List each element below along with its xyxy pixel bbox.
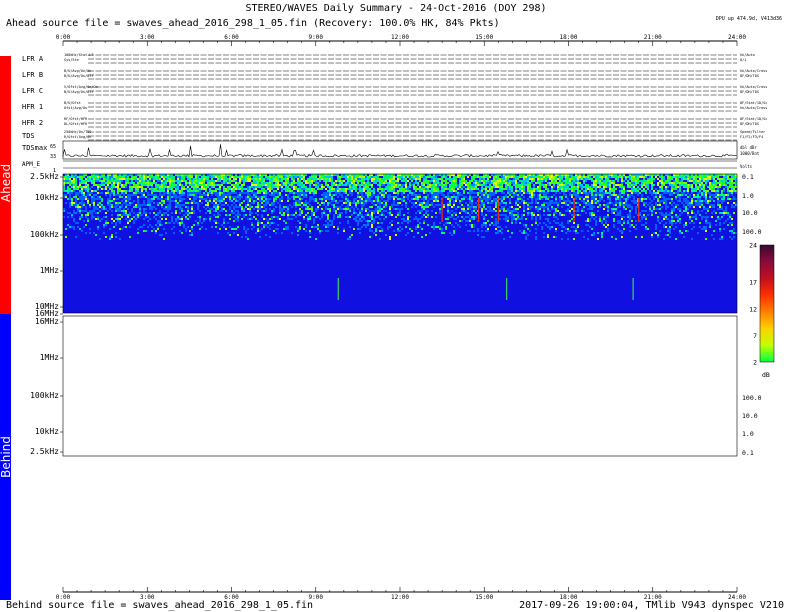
colorbar	[759, 244, 775, 363]
hk-row-left-text2: B/U/Avg/On/Off	[64, 74, 94, 78]
colorbar-tick-label: 7	[753, 332, 757, 340]
hk-row-label: LFR A	[22, 55, 44, 63]
hk-row-left-text: 250kHz/On/TDS	[64, 130, 91, 134]
tdsmax-tick: 33	[50, 154, 56, 160]
hk-row-left-text2: Ofst/Avg/On	[64, 106, 87, 110]
time-tick-label: 12:00	[391, 34, 409, 41]
time-tick-label: 21:00	[644, 34, 662, 41]
hk-row-left-text: V/Ofst/Avg/On/On	[64, 85, 98, 89]
ahead-freq-label: 100kHz	[30, 230, 59, 239]
hk-row-right-text: 8F/Stat/1D/Sc	[740, 117, 767, 121]
hk-row-left-text2: DL/Ofst/HFR	[64, 122, 88, 126]
hk-row-right-text2: hk/Auto/Cross	[740, 106, 767, 110]
tdsmax-right-text: dbl dBr	[740, 145, 757, 150]
behind-freq-label: 2.5kHz	[30, 447, 59, 456]
tdsmax-tick: 65	[50, 144, 56, 150]
behind-right-scale-label: 1.0	[742, 430, 754, 438]
hk-row-right-text: hk/Auto	[740, 53, 755, 57]
ahead-freq-label: 10kHz	[35, 193, 59, 202]
behind-right-scale-label: 10.0	[742, 412, 758, 420]
time-tick-label: 18:00	[559, 34, 577, 41]
time-tick-label: 24:00	[728, 594, 746, 601]
hk-row-right-text2: 8F/DH/TDS	[740, 74, 759, 78]
hk-row-right-text2: F1/F2/F3/F4	[740, 135, 763, 139]
dpu-note: DPU up 474.9d, V413d36	[715, 16, 782, 22]
behind-freq-label: 10kHz	[35, 427, 59, 436]
time-tick-label: 15:00	[475, 34, 493, 41]
ahead-right-scale-label: 1.0	[742, 192, 754, 200]
hk-row-right-text: hk/Auto/Cross	[740, 85, 767, 89]
ahead-spectrogram-frame	[62, 173, 738, 314]
hk-row-label: HFR 1	[22, 103, 43, 111]
colorbar-tick-label: 24	[749, 242, 757, 250]
behind-spectrogram-frame	[62, 315, 738, 457]
colorbar-tick-label: 12	[749, 305, 757, 313]
page-title: STEREO/WAVES Daily Summary - 24-Oct-2016…	[245, 3, 547, 14]
ahead-freq-label: 16MHz	[35, 309, 59, 318]
colorbar-unit: dB	[762, 371, 770, 379]
time-tick-label: 15:00	[475, 594, 493, 601]
ahead-source-text: Ahead source file = swaves_ahead_2016_29…	[6, 18, 500, 29]
hk-row-left-text2: R/Ofst/Avg/On	[64, 135, 91, 139]
ahead-freq-label: 10MHz	[35, 302, 59, 311]
ahead-freq-label: 1MHz	[40, 266, 59, 275]
hk-row-left-text: B/U/Ofst	[64, 101, 81, 105]
time-tick-label: 9:00	[309, 34, 324, 41]
hk-row-right-text: hk/Auto/Cross	[740, 69, 767, 73]
time-tick-label: 18:00	[559, 594, 577, 601]
tdsmax-trace	[62, 144, 737, 158]
tdsmax-right-text2: 1000/Bnt	[740, 151, 760, 156]
hk-row-label: LFR B	[22, 71, 43, 79]
hk-row-left-text2: Sys/Ste	[64, 58, 79, 62]
hk-row-left-text2: B/U/Avg/On/Off	[64, 90, 94, 94]
ahead-right-scale-label: 100.0	[742, 228, 762, 236]
hk-row-left-text: RF/Ofst/HFR	[64, 117, 88, 121]
apm-right-text: Volts	[740, 164, 753, 169]
time-tick-label: 6:00	[224, 34, 239, 41]
time-tick-label: 0:00	[56, 594, 71, 601]
apm-tick: 1	[53, 168, 56, 174]
behind-freq-label: 1MHz	[40, 353, 59, 362]
behind-right-scale-label: 100.0	[742, 394, 762, 402]
footer-timestamp: 2017-09-26 19:00:04, TMlib V943 dynspec …	[519, 600, 784, 611]
time-tick-label: 9:00	[309, 594, 324, 601]
time-tick-label: 0:00	[56, 34, 71, 41]
apm-label: APM_E	[22, 161, 40, 168]
time-tick-label: 24:00	[728, 34, 746, 41]
hk-row-right-text2: 8F/DH/TDS	[740, 90, 759, 94]
behind-freq-label: 16MHz	[35, 317, 59, 326]
behind-right-scale-label: 0.1	[742, 449, 754, 457]
colorbar-tick-label: 2	[753, 359, 757, 367]
hk-row-label: TDS	[22, 132, 35, 140]
ahead-side-bar	[0, 56, 11, 314]
time-tick-label: 12:00	[391, 594, 409, 601]
ahead-freq-label: 2.5kHz	[30, 172, 59, 181]
behind-side-bar	[0, 314, 11, 600]
hk-row-right-text: Speed/Filter	[740, 130, 765, 134]
time-tick-label: 21:00	[644, 594, 662, 601]
time-tick-label: 6:00	[224, 594, 239, 601]
ahead-right-scale-label: 0.1	[742, 173, 754, 181]
hk-row-left-text: B/U/Avg/On/On	[64, 69, 91, 73]
behind-freq-label: 100kHz	[30, 391, 59, 400]
tdsmax-frame	[62, 140, 738, 160]
time-tick-label: 3:00	[140, 594, 155, 601]
tdsmax-label: TDSmax	[22, 144, 47, 152]
hk-row-left-text: 100kHz/Stat.LT	[64, 53, 94, 57]
hk-row-right-text: 8F/Stat/1D/Sc	[740, 101, 767, 105]
hk-row-label: HFR 2	[22, 119, 43, 127]
colorbar-tick-label: 17	[749, 279, 757, 287]
hk-row-label: LFR C	[22, 87, 43, 95]
hk-row-right-text2: 0/1	[740, 58, 746, 62]
ahead-noise-band	[63, 174, 737, 240]
time-tick-label: 3:00	[140, 34, 155, 41]
hk-row-right-text2: 8F/DH/TDS	[740, 122, 759, 126]
behind-source-text: Behind source file = swaves_ahead_2016_2…	[6, 600, 314, 611]
ahead-right-scale-label: 10.0	[742, 209, 758, 217]
